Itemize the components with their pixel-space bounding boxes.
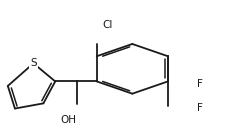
Text: F: F — [197, 103, 203, 113]
Text: OH: OH — [60, 115, 76, 125]
Text: Cl: Cl — [102, 20, 113, 30]
Text: F: F — [197, 79, 203, 89]
Text: S: S — [30, 58, 37, 68]
